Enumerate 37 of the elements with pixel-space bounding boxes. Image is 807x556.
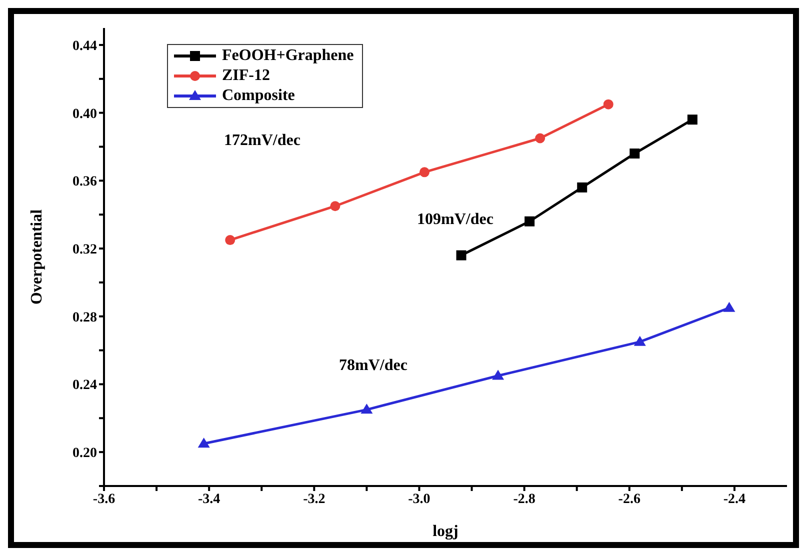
annotation: 78mV/dec	[339, 357, 408, 375]
annotation: 109mV/dec	[417, 211, 494, 229]
legend-label: FeOOH+Graphene	[222, 47, 354, 65]
point	[492, 370, 504, 380]
x-tick-label: -2.6	[618, 492, 640, 507]
annotation: 172mV/dec	[224, 132, 300, 150]
x-tick-label: -3.6	[92, 492, 116, 507]
point	[577, 182, 588, 192]
point	[603, 99, 614, 110]
y-tick-label: 0.20	[72, 446, 97, 462]
legend-label: Composite	[222, 87, 295, 105]
point	[330, 201, 340, 212]
point	[456, 250, 466, 260]
x-tick-label: -3.4	[198, 492, 220, 507]
point	[535, 133, 546, 144]
point	[723, 302, 736, 312]
point	[419, 167, 430, 178]
x-tick-label: -3.0	[408, 492, 430, 507]
y-tick-label: 0.36	[72, 174, 97, 190]
point	[634, 336, 646, 346]
point	[524, 216, 535, 226]
y-tick-label: 0.24	[72, 378, 97, 394]
y-tick-label: 0.32	[72, 242, 97, 258]
y-tick-label: 0.28	[72, 310, 97, 326]
point	[687, 114, 698, 125]
y-tick-label: 0.44	[72, 38, 97, 54]
point	[198, 438, 210, 448]
y-tick-label: 0.40	[72, 106, 97, 122]
y-axis-title: Overpotential	[28, 208, 46, 305]
point	[360, 404, 373, 414]
x-tick-label: -2.8	[513, 492, 536, 507]
point	[225, 235, 236, 246]
x-tick-label: -2.4	[723, 492, 746, 507]
legend-label: ZIF-12	[222, 67, 270, 85]
x-tick-label: -3.2	[303, 492, 326, 507]
x-axis-title: logj	[432, 523, 458, 540]
point	[630, 148, 640, 159]
